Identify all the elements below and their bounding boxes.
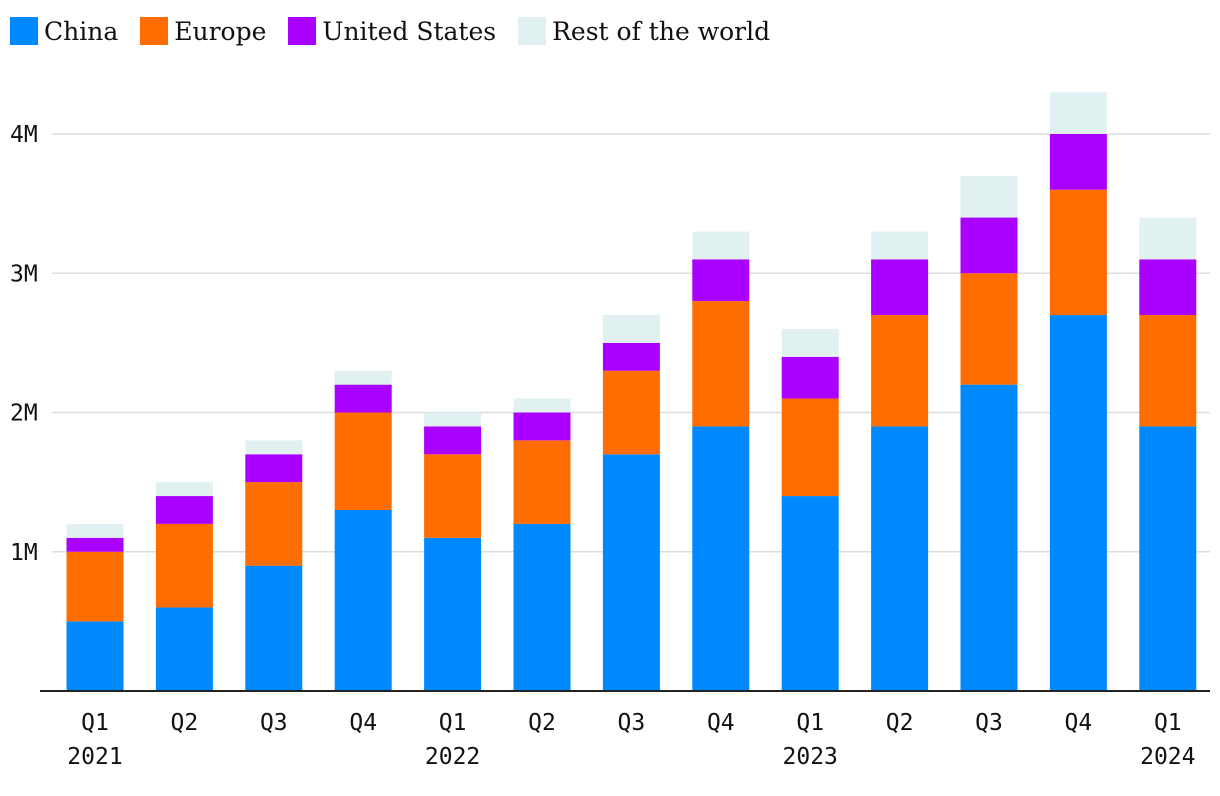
bar-rest-of-the-world-q1-2022 — [424, 412, 482, 427]
bar-united-states-q1-2021 — [66, 537, 124, 552]
x-tick-year-2023: 2023 — [783, 744, 838, 770]
legend-item-china: China — [10, 17, 118, 46]
bar-united-states-q2-2022 — [513, 412, 571, 441]
bar-europe-q3-2022 — [602, 370, 660, 455]
bar-rest-of-the-world-q3-2023 — [960, 175, 1018, 218]
x-tick-year-2022: 2022 — [425, 744, 480, 770]
legend-label-china: China — [44, 16, 119, 46]
bar-europe-q3-2023 — [960, 273, 1018, 385]
x-tick-quarter-q2-2021: Q2 — [171, 710, 199, 736]
bar-united-states-q4-2021 — [334, 384, 392, 413]
bar-europe-q4-2021 — [334, 412, 392, 510]
bar-europe-q4-2022 — [692, 301, 750, 427]
x-tick-quarter-q1-2021: Q1 — [81, 710, 109, 736]
bar-europe-q1-2024 — [1139, 315, 1197, 427]
x-tick-quarter-q4-2023: Q4 — [1065, 710, 1093, 736]
bar-europe-q3-2021 — [245, 482, 303, 566]
bar-china-q1-2024 — [1139, 426, 1197, 691]
bar-china-q3-2023 — [960, 384, 1018, 691]
bar-europe-q2-2022 — [513, 440, 571, 524]
x-tick-quarter-q3-2021: Q3 — [260, 710, 288, 736]
legend-swatch-europe — [140, 17, 169, 45]
bar-rest-of-the-world-q3-2021 — [245, 440, 303, 455]
bar-rest-of-the-world-q2-2021 — [155, 482, 213, 497]
x-tick-quarter-q4-2021: Q4 — [349, 710, 377, 736]
legend-label-rest-of-world: Rest of the world — [552, 16, 771, 46]
bar-europe-q4-2023 — [1049, 189, 1107, 316]
bar-china-q1-2023 — [781, 496, 839, 691]
bar-rest-of-the-world-q1-2024 — [1139, 217, 1197, 260]
y-tick-label-4m: 4M — [10, 122, 38, 148]
bar-europe-q1-2022 — [424, 454, 482, 538]
bar-china-q4-2023 — [1049, 315, 1107, 691]
bar-rest-of-the-world-q1-2021 — [66, 523, 124, 538]
bar-rest-of-the-world-q4-2023 — [1049, 92, 1107, 134]
bar-united-states-q1-2022 — [424, 426, 482, 455]
bar-china-q2-2021 — [155, 607, 213, 691]
bar-united-states-q1-2024 — [1139, 259, 1197, 316]
legend-item-europe: Europe — [140, 17, 266, 46]
legend-swatch-rest-of-world — [518, 17, 547, 45]
legend-item-united-states: United States — [288, 17, 496, 46]
bar-united-states-q3-2022 — [602, 342, 660, 371]
bar-europe-q2-2021 — [155, 523, 213, 608]
x-tick-quarter-q3-2023: Q3 — [975, 710, 1003, 736]
legend-label-europe: Europe — [174, 16, 267, 46]
bar-europe-q1-2023 — [781, 398, 839, 497]
bar-china-q4-2021 — [334, 509, 392, 691]
x-tick-quarter-q2-2023: Q2 — [886, 710, 914, 736]
legend-item-rest-of-world: Rest of the world — [518, 17, 770, 46]
x-tick-quarter-q1-2022: Q1 — [439, 710, 467, 736]
bar-rest-of-the-world-q1-2023 — [781, 328, 839, 357]
x-tick-quarter-q1-2024: Q1 — [1154, 710, 1182, 736]
bar-europe-q1-2021 — [66, 551, 124, 622]
bar-united-states-q3-2023 — [960, 217, 1018, 274]
bars — [66, 92, 1197, 691]
y-tick-label-1m: 1M — [10, 540, 38, 566]
bar-china-q3-2021 — [245, 565, 303, 691]
axes: 1M 2M 3M 4M Q1 2021 Q2 Q3 Q4 Q1 2022 Q2 Q3 Q4 Q1 2023 Q2… — [10, 122, 1210, 770]
bar-united-states-q3-2021 — [245, 454, 303, 483]
x-tick-quarter-q4-2022: Q4 — [707, 710, 735, 736]
bar-rest-of-the-world-q2-2022 — [513, 398, 571, 413]
bar-china-q2-2023 — [871, 426, 929, 691]
bar-united-states-q4-2022 — [692, 259, 750, 302]
bar-united-states-q2-2023 — [871, 259, 929, 316]
x-tick-year-2021: 2021 — [67, 744, 122, 770]
legend-swatch-china — [10, 17, 38, 45]
y-tick-label-2m: 2M — [10, 401, 38, 427]
bar-rest-of-the-world-q2-2023 — [871, 231, 929, 260]
bar-united-states-q2-2021 — [155, 496, 213, 524]
chart-legend: China Europe United States Rest of the w… — [10, 14, 792, 48]
x-tick-quarter-q3-2022: Q3 — [618, 710, 646, 736]
bar-europe-q2-2023 — [871, 315, 929, 427]
bar-china-q4-2022 — [692, 426, 750, 691]
x-tick-quarter-q1-2023: Q1 — [796, 710, 824, 736]
x-tick-year-2024: 2024 — [1140, 744, 1195, 770]
bar-rest-of-the-world-q4-2022 — [692, 231, 750, 260]
x-tick-quarter-q2-2022: Q2 — [528, 710, 556, 736]
bar-china-q1-2021 — [66, 621, 124, 691]
bar-rest-of-the-world-q3-2022 — [602, 315, 660, 343]
bar-china-q1-2022 — [424, 537, 482, 691]
y-tick-label-3m: 3M — [10, 261, 38, 287]
legend-swatch-united-states — [288, 17, 317, 45]
bar-china-q3-2022 — [602, 454, 660, 691]
bar-china-q2-2022 — [513, 523, 571, 691]
legend-label-united-states: United States — [322, 16, 497, 46]
bar-united-states-q4-2023 — [1049, 134, 1107, 190]
bar-united-states-q1-2023 — [781, 356, 839, 399]
bar-rest-of-the-world-q4-2021 — [334, 370, 392, 385]
